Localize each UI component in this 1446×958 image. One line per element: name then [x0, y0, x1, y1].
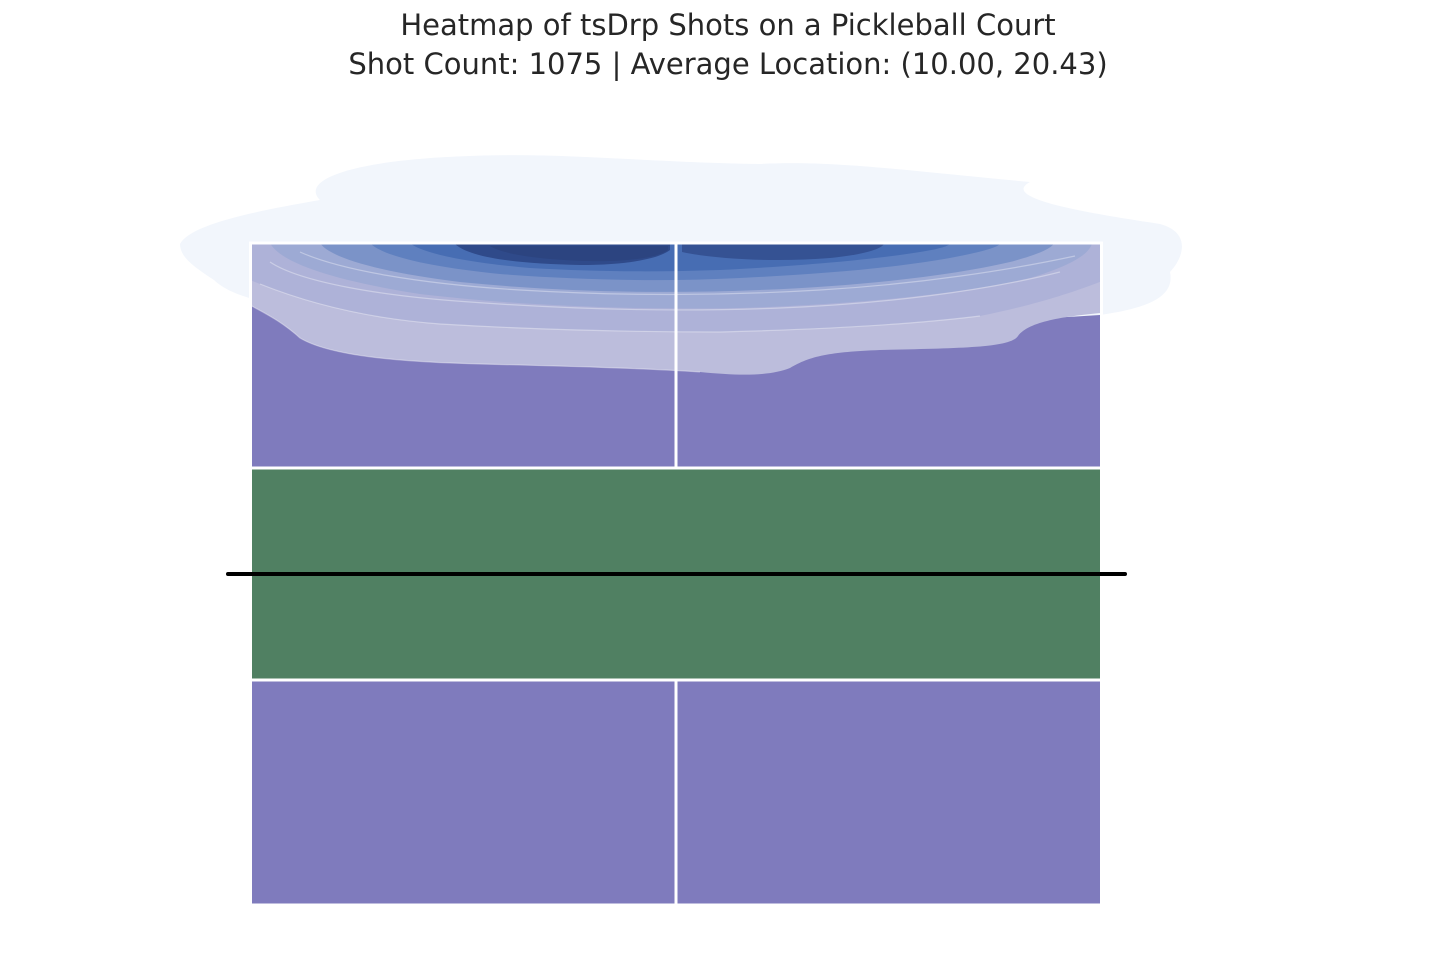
chart-subtitle: Shot Count: 1075 | Average Location: (10… [348, 47, 1108, 81]
density-core [490, 246, 668, 262]
shot-density-kde [180, 155, 1182, 375]
chart-title: Heatmap of tsDrp Shots on a Pickleball C… [400, 8, 1056, 42]
density-peak-right [682, 244, 884, 260]
chart-title-block: Heatmap of tsDrp Shots on a Pickleball C… [0, 6, 1446, 84]
density-contour-lines [251, 251, 1076, 373]
